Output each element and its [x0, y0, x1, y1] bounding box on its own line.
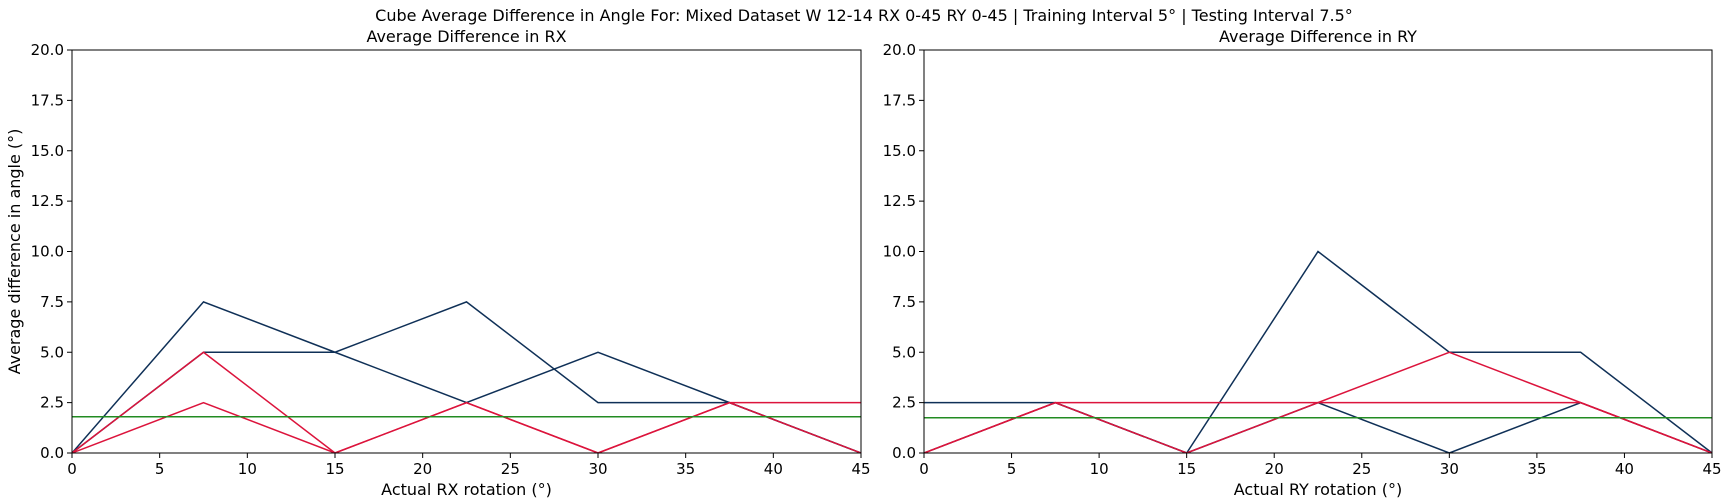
x-tick-label: 15 — [325, 460, 344, 478]
x-tick-label: 40 — [1615, 460, 1634, 478]
x-tick-label: 40 — [764, 460, 783, 478]
x-tick-label: 5 — [1007, 460, 1017, 478]
x-axis-label: Actual RY rotation (°) — [1234, 480, 1402, 499]
x-tick-label: 15 — [1177, 460, 1196, 478]
x-tick-label: 45 — [1702, 460, 1721, 478]
series-line-2 — [924, 401, 1712, 453]
series-line-4 — [924, 401, 1712, 453]
y-tick-label: 2.5 — [40, 394, 64, 412]
series-line-1 — [924, 250, 1712, 453]
y-tick-label: 5.0 — [892, 343, 916, 361]
x-tick-label: 0 — [67, 460, 77, 478]
x-tick-label: 45 — [851, 460, 870, 478]
series-group — [72, 300, 861, 453]
y-tick-label: 7.5 — [40, 293, 64, 311]
y-tick-label: 5.0 — [40, 343, 64, 361]
axes-frame — [71, 49, 862, 454]
x-tick-label: 30 — [1440, 460, 1459, 478]
subplot-2: 0 5 10 15 20 25 30 35 40 45 0.0 2.5 5.0 7.5 10.0 12.5 15… — [883, 27, 1722, 499]
x-tick-label: 5 — [155, 460, 165, 478]
x-axis-label: Actual RX rotation (°) — [381, 480, 552, 499]
x-tick-label: 20 — [413, 460, 432, 478]
y-tick-label: 2.5 — [892, 394, 916, 412]
x-tick-label: 35 — [676, 460, 695, 478]
x-tick-label: 25 — [1352, 460, 1371, 478]
x-tick-label: 0 — [919, 460, 929, 478]
y-tick-label: 15.0 — [883, 142, 916, 160]
y-tick-label: 20.0 — [31, 41, 64, 59]
y-tick-label: 15.0 — [31, 142, 64, 160]
series-line-4 — [72, 401, 861, 453]
series-line-1 — [72, 300, 861, 453]
subplot-1: 0 5 10 15 20 25 30 35 40 45 0.0 2.5 5.0 7.5 10.0 12.5 15… — [5, 27, 871, 499]
x-tick-label: 20 — [1265, 460, 1284, 478]
subplot-title: Average Difference in RX — [366, 27, 566, 46]
y-tick-label: 10.0 — [883, 243, 916, 261]
y-axis-label: Average difference in angle (°) — [5, 129, 24, 375]
y-tick-label: 0.0 — [40, 444, 64, 462]
y-tick-label: 17.5 — [31, 91, 64, 109]
x-tick-label: 25 — [501, 460, 520, 478]
x-tick-label: 10 — [1090, 460, 1109, 478]
y-tick-label: 0.0 — [892, 444, 916, 462]
subplot-title: Average Difference in RY — [1219, 27, 1417, 46]
series-group — [924, 250, 1712, 453]
x-tick-label: 30 — [588, 460, 607, 478]
x-tick-label: 10 — [238, 460, 257, 478]
y-tick-label: 7.5 — [892, 293, 916, 311]
x-tick-label: 35 — [1527, 460, 1546, 478]
y-tick-label: 20.0 — [883, 41, 916, 59]
figure-suptitle: Cube Average Difference in Angle For: Mi… — [375, 6, 1353, 25]
y-tick-label: 12.5 — [31, 192, 64, 210]
series-line-2 — [72, 301, 861, 453]
y-tick-label: 17.5 — [883, 91, 916, 109]
y-tick-label: 12.5 — [883, 192, 916, 210]
y-tick-label: 10.0 — [31, 243, 64, 261]
